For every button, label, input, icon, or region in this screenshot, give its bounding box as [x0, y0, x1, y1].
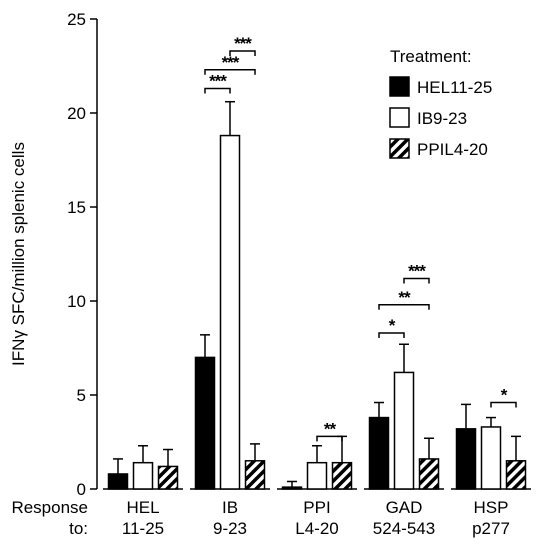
legend: Treatment: HEL11-25 IB9-23 PPIL4-20 [389, 47, 492, 159]
bar [244, 460, 266, 490]
legend-label: IB9-23 [417, 109, 467, 128]
category-label: HSP [474, 498, 509, 517]
significance-bracket [378, 304, 430, 310]
category-label: PPI [303, 498, 330, 517]
y-axis-title: IFNγ SFC/million splenic cells [9, 142, 28, 366]
bar [132, 461, 154, 490]
significance-bracket [490, 401, 517, 408]
significance-bracket [204, 87, 231, 94]
bar [107, 473, 129, 490]
category-sublabel: p277 [472, 519, 510, 538]
bar [194, 356, 216, 490]
significance-label: * [389, 316, 396, 335]
y-tick-label: 25 [67, 10, 86, 29]
category-sublabel: 524-543 [373, 519, 435, 538]
legend-title: Treatment: [390, 47, 472, 66]
significance-label: *** [222, 53, 240, 72]
category-sublabel: 9-23 [213, 519, 247, 538]
significance-label: *** [408, 261, 426, 280]
y-tick-label: 5 [77, 386, 86, 405]
bar [157, 465, 179, 490]
category-label: GAD [386, 498, 423, 517]
legend-label: HEL11-25 [417, 78, 492, 97]
bar [219, 134, 241, 490]
significance-label: * [501, 386, 508, 405]
bar [281, 486, 303, 490]
bar [306, 461, 328, 490]
axis-labels: IFNγ SFC/million splenic cells Response … [9, 142, 510, 538]
y-tick-label: 10 [67, 292, 86, 311]
legend-swatch [389, 76, 410, 97]
significance-brackets: ****************** [204, 34, 517, 442]
bar [418, 458, 440, 490]
y-tick-label: 15 [67, 198, 86, 217]
category-label: HEL [126, 498, 159, 517]
y-tick-label: 20 [67, 104, 86, 123]
bar [368, 416, 390, 490]
significance-bracket [316, 435, 343, 442]
significance-bracket [229, 50, 256, 56]
significance-bracket [403, 277, 430, 284]
y-tick-label: 0 [77, 480, 86, 499]
row-label-line2: to: [69, 519, 88, 538]
legend-swatch [389, 107, 410, 128]
significance-label: ** [398, 288, 411, 307]
category-label: IB [222, 498, 238, 517]
bar [480, 426, 502, 490]
significance-bracket [204, 69, 256, 75]
bar [455, 428, 477, 490]
bar [505, 460, 527, 490]
significance-label: ** [324, 419, 337, 438]
category-sublabel: 11-25 [122, 519, 164, 538]
legend-swatch [389, 138, 410, 159]
bar [331, 461, 353, 490]
bar [393, 371, 415, 490]
bars [107, 100, 527, 490]
category-sublabel: L4-20 [295, 519, 338, 538]
legend-label: PPIL4-20 [417, 140, 488, 159]
significance-label: *** [234, 34, 252, 53]
row-label-line1: Response [11, 498, 88, 517]
significance-label: *** [209, 72, 227, 91]
significance-bracket [378, 332, 405, 338]
